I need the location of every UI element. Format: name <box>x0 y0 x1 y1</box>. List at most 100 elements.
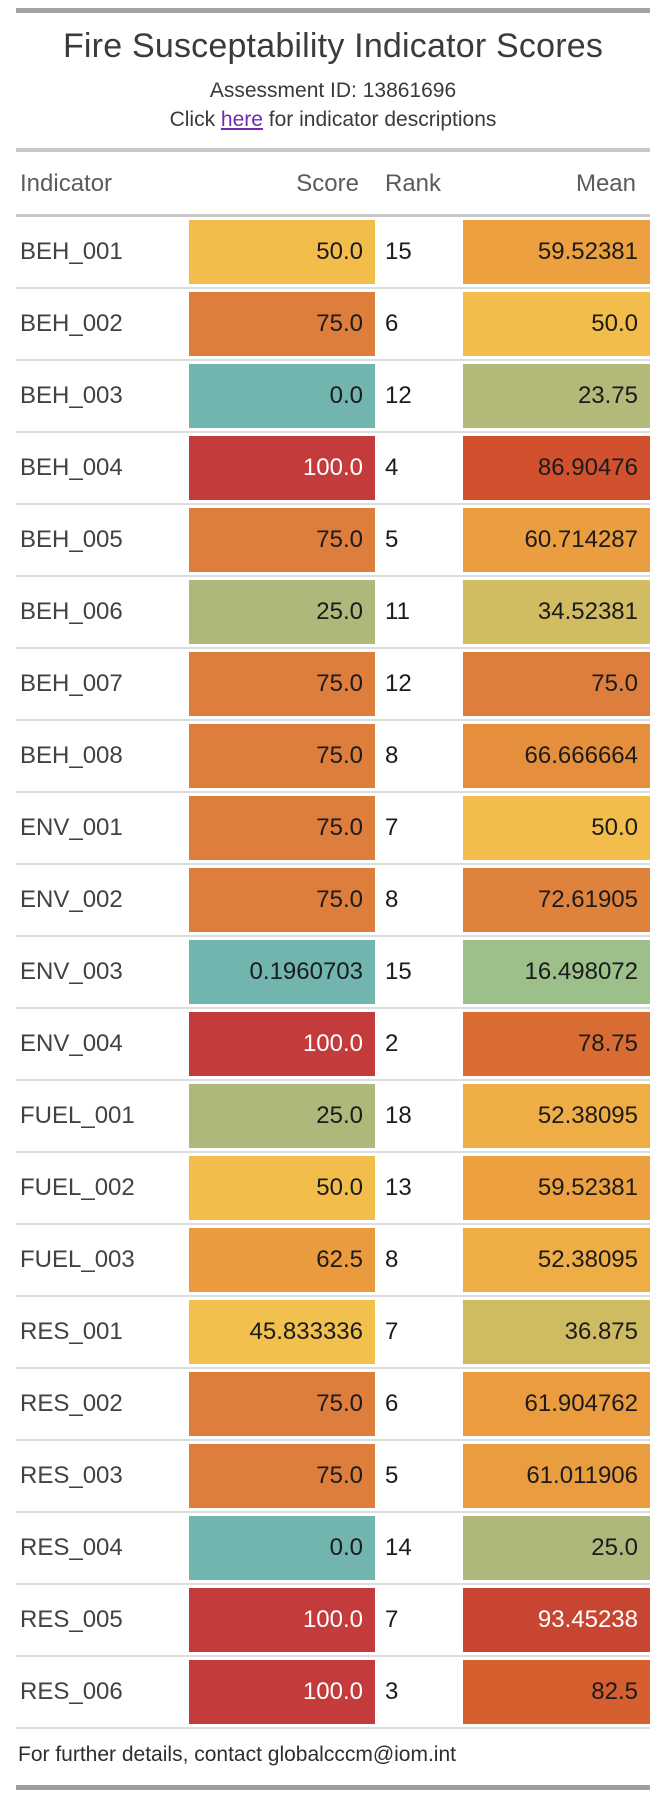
rank-cell: 12 <box>385 670 412 697</box>
mean-cell: 61.904762 <box>463 1368 650 1440</box>
rank-cell: 14 <box>385 1534 412 1561</box>
table-row: RES_005 100.0 7 93.45238 <box>16 1584 650 1656</box>
table-row: RES_002 75.0 6 61.904762 <box>16 1368 650 1440</box>
score-value: 0.1960703 <box>189 940 375 1004</box>
mean-cell: 75.0 <box>463 648 650 720</box>
table-header-row: Indicator Score Rank Mean <box>16 152 650 216</box>
indicator-cell: BEH_007 <box>20 670 123 697</box>
score-cell: 25.0 <box>189 1080 375 1152</box>
rank-cell: 8 <box>385 742 399 769</box>
mean-value: 61.011906 <box>463 1444 650 1508</box>
score-value: 100.0 <box>189 436 375 500</box>
score-cell: 75.0 <box>189 648 375 720</box>
score-value: 0.0 <box>189 364 375 428</box>
table-row: BEH_002 75.0 6 50.0 <box>16 288 650 360</box>
footer-contact-text: For further details, contact globalcccm@… <box>18 1743 456 1766</box>
score-cell: 45.833336 <box>189 1296 375 1368</box>
col-header-indicator: Indicator <box>20 170 113 197</box>
mean-value: 23.75 <box>463 364 650 428</box>
table-row: FUEL_002 50.0 13 59.52381 <box>16 1152 650 1224</box>
mean-cell: 59.52381 <box>463 216 650 289</box>
table-row: ENV_003 0.1960703 15 16.498072 <box>16 936 650 1008</box>
assessment-id: Assessment ID: 13861696 <box>209 79 457 102</box>
mean-value: 25.0 <box>463 1516 650 1580</box>
table-body: BEH_001 50.0 15 59.52381 BEH_002 75.0 6 50.0 BEH… <box>16 216 650 1728</box>
score-cell: 50.0 <box>189 1152 375 1224</box>
score-cell: 50.0 <box>189 216 375 289</box>
link-suffix-text: for indicator descriptions <box>262 108 497 131</box>
mean-cell: 23.75 <box>463 360 650 432</box>
indicator-descriptions-link[interactable]: here <box>220 108 263 131</box>
mean-value: 50.0 <box>463 292 650 356</box>
score-value: 75.0 <box>189 508 375 572</box>
score-value: 100.0 <box>189 1588 375 1652</box>
score-value: 75.0 <box>189 724 375 788</box>
indicator-cell: ENV_004 <box>20 1030 123 1057</box>
mean-value: 66.666664 <box>463 724 650 788</box>
mean-value: 52.38095 <box>463 1084 650 1148</box>
indicator-cell: ENV_002 <box>20 886 123 913</box>
rank-cell: 13 <box>385 1174 412 1201</box>
score-value: 100.0 <box>189 1012 375 1076</box>
rank-cell: 5 <box>385 526 399 553</box>
col-header-score: Score <box>296 170 359 197</box>
score-value: 75.0 <box>189 1444 375 1508</box>
mean-value: 82.5 <box>463 1660 650 1724</box>
table-row: RES_001 45.833336 7 36.875 <box>16 1296 650 1368</box>
score-value: 75.0 <box>189 796 375 860</box>
indicator-cell: ENV_003 <box>20 958 123 985</box>
indicator-cell: BEH_008 <box>20 742 123 769</box>
rank-cell: 7 <box>385 1606 399 1633</box>
score-value: 45.833336 <box>189 1300 375 1364</box>
score-cell: 0.1960703 <box>189 936 375 1008</box>
mean-value: 75.0 <box>463 652 650 716</box>
score-cell: 75.0 <box>189 1440 375 1512</box>
table-row: BEH_008 75.0 8 66.666664 <box>16 720 650 792</box>
link-prefix-text: Click <box>169 108 221 131</box>
indicator-cell: BEH_005 <box>20 526 123 553</box>
panel: Fire Susceptability Indicator Scores Ass… <box>0 8 666 1790</box>
indicator-cell: BEH_006 <box>20 598 123 625</box>
mean-cell: 52.38095 <box>463 1224 650 1296</box>
mean-cell: 25.0 <box>463 1512 650 1584</box>
table-row: ENV_002 75.0 8 72.61905 <box>16 864 650 936</box>
header-top-divider <box>16 148 650 152</box>
score-cell: 75.0 <box>189 864 375 936</box>
mean-cell: 93.45238 <box>463 1584 650 1656</box>
score-value: 75.0 <box>189 292 375 356</box>
mean-cell: 86.90476 <box>463 432 650 504</box>
mean-value: 60.714287 <box>463 508 650 572</box>
mean-cell: 52.38095 <box>463 1080 650 1152</box>
score-cell: 62.5 <box>189 1224 375 1296</box>
table-row: ENV_004 100.0 2 78.75 <box>16 1008 650 1080</box>
score-value: 75.0 <box>189 868 375 932</box>
table-row: RES_004 0.0 14 25.0 <box>16 1512 650 1584</box>
score-cell: 75.0 <box>189 504 375 576</box>
score-value: 25.0 <box>189 1084 375 1148</box>
rank-cell: 7 <box>385 814 399 841</box>
score-value: 75.0 <box>189 652 375 716</box>
mean-cell: 16.498072 <box>463 936 650 1008</box>
mean-value: 36.875 <box>463 1300 650 1364</box>
indicator-cell: RES_003 <box>20 1462 123 1489</box>
mean-cell: 60.714287 <box>463 504 650 576</box>
mean-value: 59.52381 <box>463 220 650 284</box>
rank-cell: 6 <box>385 1390 399 1417</box>
mean-value: 34.52381 <box>463 580 650 644</box>
indicator-cell: RES_006 <box>20 1678 123 1705</box>
mean-cell: 59.52381 <box>463 1152 650 1224</box>
mean-cell: 66.666664 <box>463 720 650 792</box>
indicator-cell: BEH_001 <box>20 238 123 265</box>
mean-cell: 72.61905 <box>463 864 650 936</box>
score-value: 50.0 <box>189 220 375 284</box>
mean-cell: 78.75 <box>463 1008 650 1080</box>
score-cell: 100.0 <box>189 1584 375 1656</box>
score-value: 62.5 <box>189 1228 375 1292</box>
score-value: 100.0 <box>189 1660 375 1724</box>
rank-cell: 15 <box>385 238 412 265</box>
score-cell: 25.0 <box>189 576 375 648</box>
indicator-cell: BEH_003 <box>20 382 123 409</box>
score-cell: 75.0 <box>189 720 375 792</box>
table-row: FUEL_003 62.5 8 52.38095 <box>16 1224 650 1296</box>
mean-cell: 50.0 <box>463 288 650 360</box>
